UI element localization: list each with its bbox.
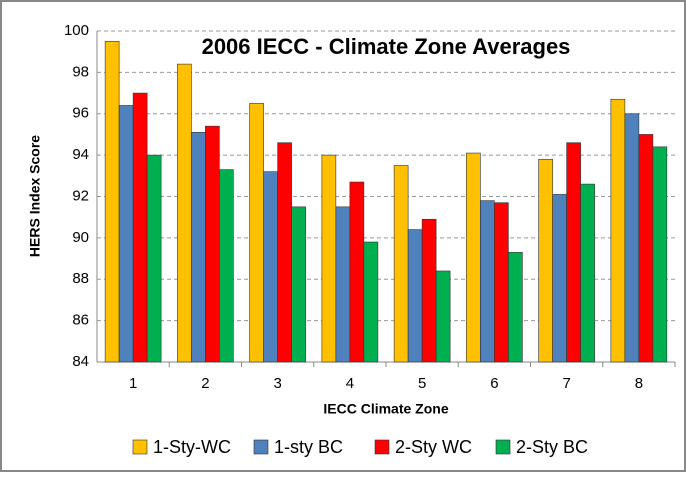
bar (277, 142, 292, 363)
bar (580, 183, 595, 363)
bar (191, 132, 206, 363)
legend-swatch (253, 439, 269, 455)
legend-swatch (374, 439, 390, 455)
bar (480, 200, 495, 363)
bar (566, 142, 581, 363)
y-tick-label: 92 (72, 187, 89, 204)
bar (118, 105, 134, 363)
bar (508, 252, 523, 363)
chart-title: 2006 IECC - Climate Zone Averages (202, 34, 571, 59)
y-tick-label: 84 (72, 353, 89, 370)
bar (624, 113, 640, 363)
bar (538, 158, 553, 363)
x-tick-label: 5 (418, 375, 426, 392)
bar (321, 154, 337, 363)
x-tick-label: 1 (129, 375, 137, 392)
bar (421, 218, 437, 363)
bar (407, 229, 423, 363)
legend-swatch (495, 439, 511, 455)
bar (363, 241, 379, 363)
bar (177, 63, 192, 363)
bar (393, 165, 409, 363)
y-tick-label: 90 (72, 229, 89, 246)
legend-label: 2-Sty WC (395, 437, 472, 457)
x-tick-label: 6 (490, 375, 498, 392)
bar (466, 152, 481, 363)
bar (494, 202, 509, 363)
x-tick-label: 2 (201, 375, 209, 392)
y-tick-label: 98 (72, 63, 89, 80)
bar (638, 134, 654, 363)
bar (146, 154, 162, 363)
bar (552, 194, 567, 363)
legend-label: 1-sty BC (274, 437, 343, 457)
bar (291, 206, 306, 363)
bar (610, 98, 626, 363)
x-tick-label: 3 (273, 375, 281, 392)
y-tick-label: 88 (72, 270, 89, 287)
y-tick-label: 94 (72, 146, 89, 163)
bar (104, 41, 120, 363)
y-axis-label: HERS Index Score (27, 135, 43, 257)
bar (205, 125, 220, 363)
bar (263, 171, 278, 363)
bar (652, 146, 668, 363)
bar (219, 169, 234, 363)
legend-label: 1-Sty-WC (153, 437, 231, 457)
legend-swatch (132, 439, 148, 455)
bar (335, 206, 351, 363)
x-tick-label: 7 (562, 375, 570, 392)
bar (435, 270, 451, 363)
bar (132, 92, 148, 363)
y-tick-label: 100 (64, 22, 89, 39)
y-tick-label: 96 (72, 105, 89, 122)
x-tick-label: 8 (635, 375, 643, 392)
bar (349, 181, 365, 363)
y-tick-label: 86 (72, 312, 89, 329)
x-axis-label: IECC Climate Zone (323, 401, 448, 417)
legend-label: 2-Sty BC (516, 437, 588, 457)
bar (249, 103, 264, 363)
x-tick-label: 4 (346, 375, 354, 392)
